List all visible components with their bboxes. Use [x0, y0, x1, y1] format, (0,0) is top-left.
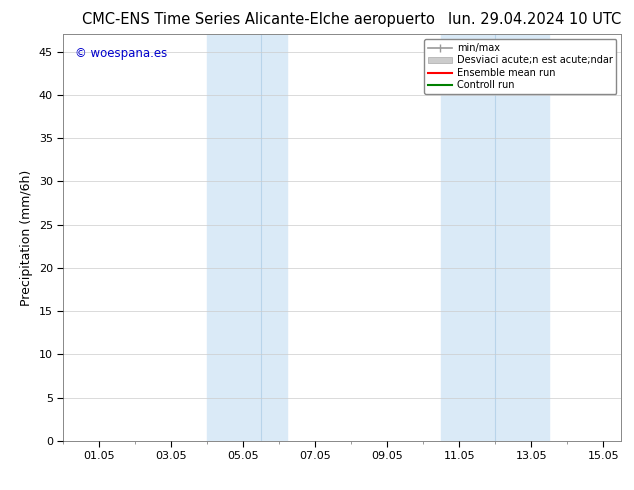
- Text: © woespana.es: © woespana.es: [75, 47, 167, 59]
- Bar: [441, 34, 495, 441]
- Legend: min/max, Desviaci acute;n est acute;ndar, Ensemble mean run, Controll run: min/max, Desviaci acute;n est acute;ndar…: [424, 39, 616, 94]
- Text: lun. 29.04.2024 10 UTC: lun. 29.04.2024 10 UTC: [448, 12, 621, 27]
- Text: CMC-ENS Time Series Alicante-Elche aeropuerto: CMC-ENS Time Series Alicante-Elche aerop…: [82, 12, 436, 27]
- Y-axis label: Precipitation (mm/6h): Precipitation (mm/6h): [20, 170, 34, 306]
- Bar: [261, 34, 287, 441]
- Bar: [207, 34, 261, 441]
- Bar: [495, 34, 549, 441]
